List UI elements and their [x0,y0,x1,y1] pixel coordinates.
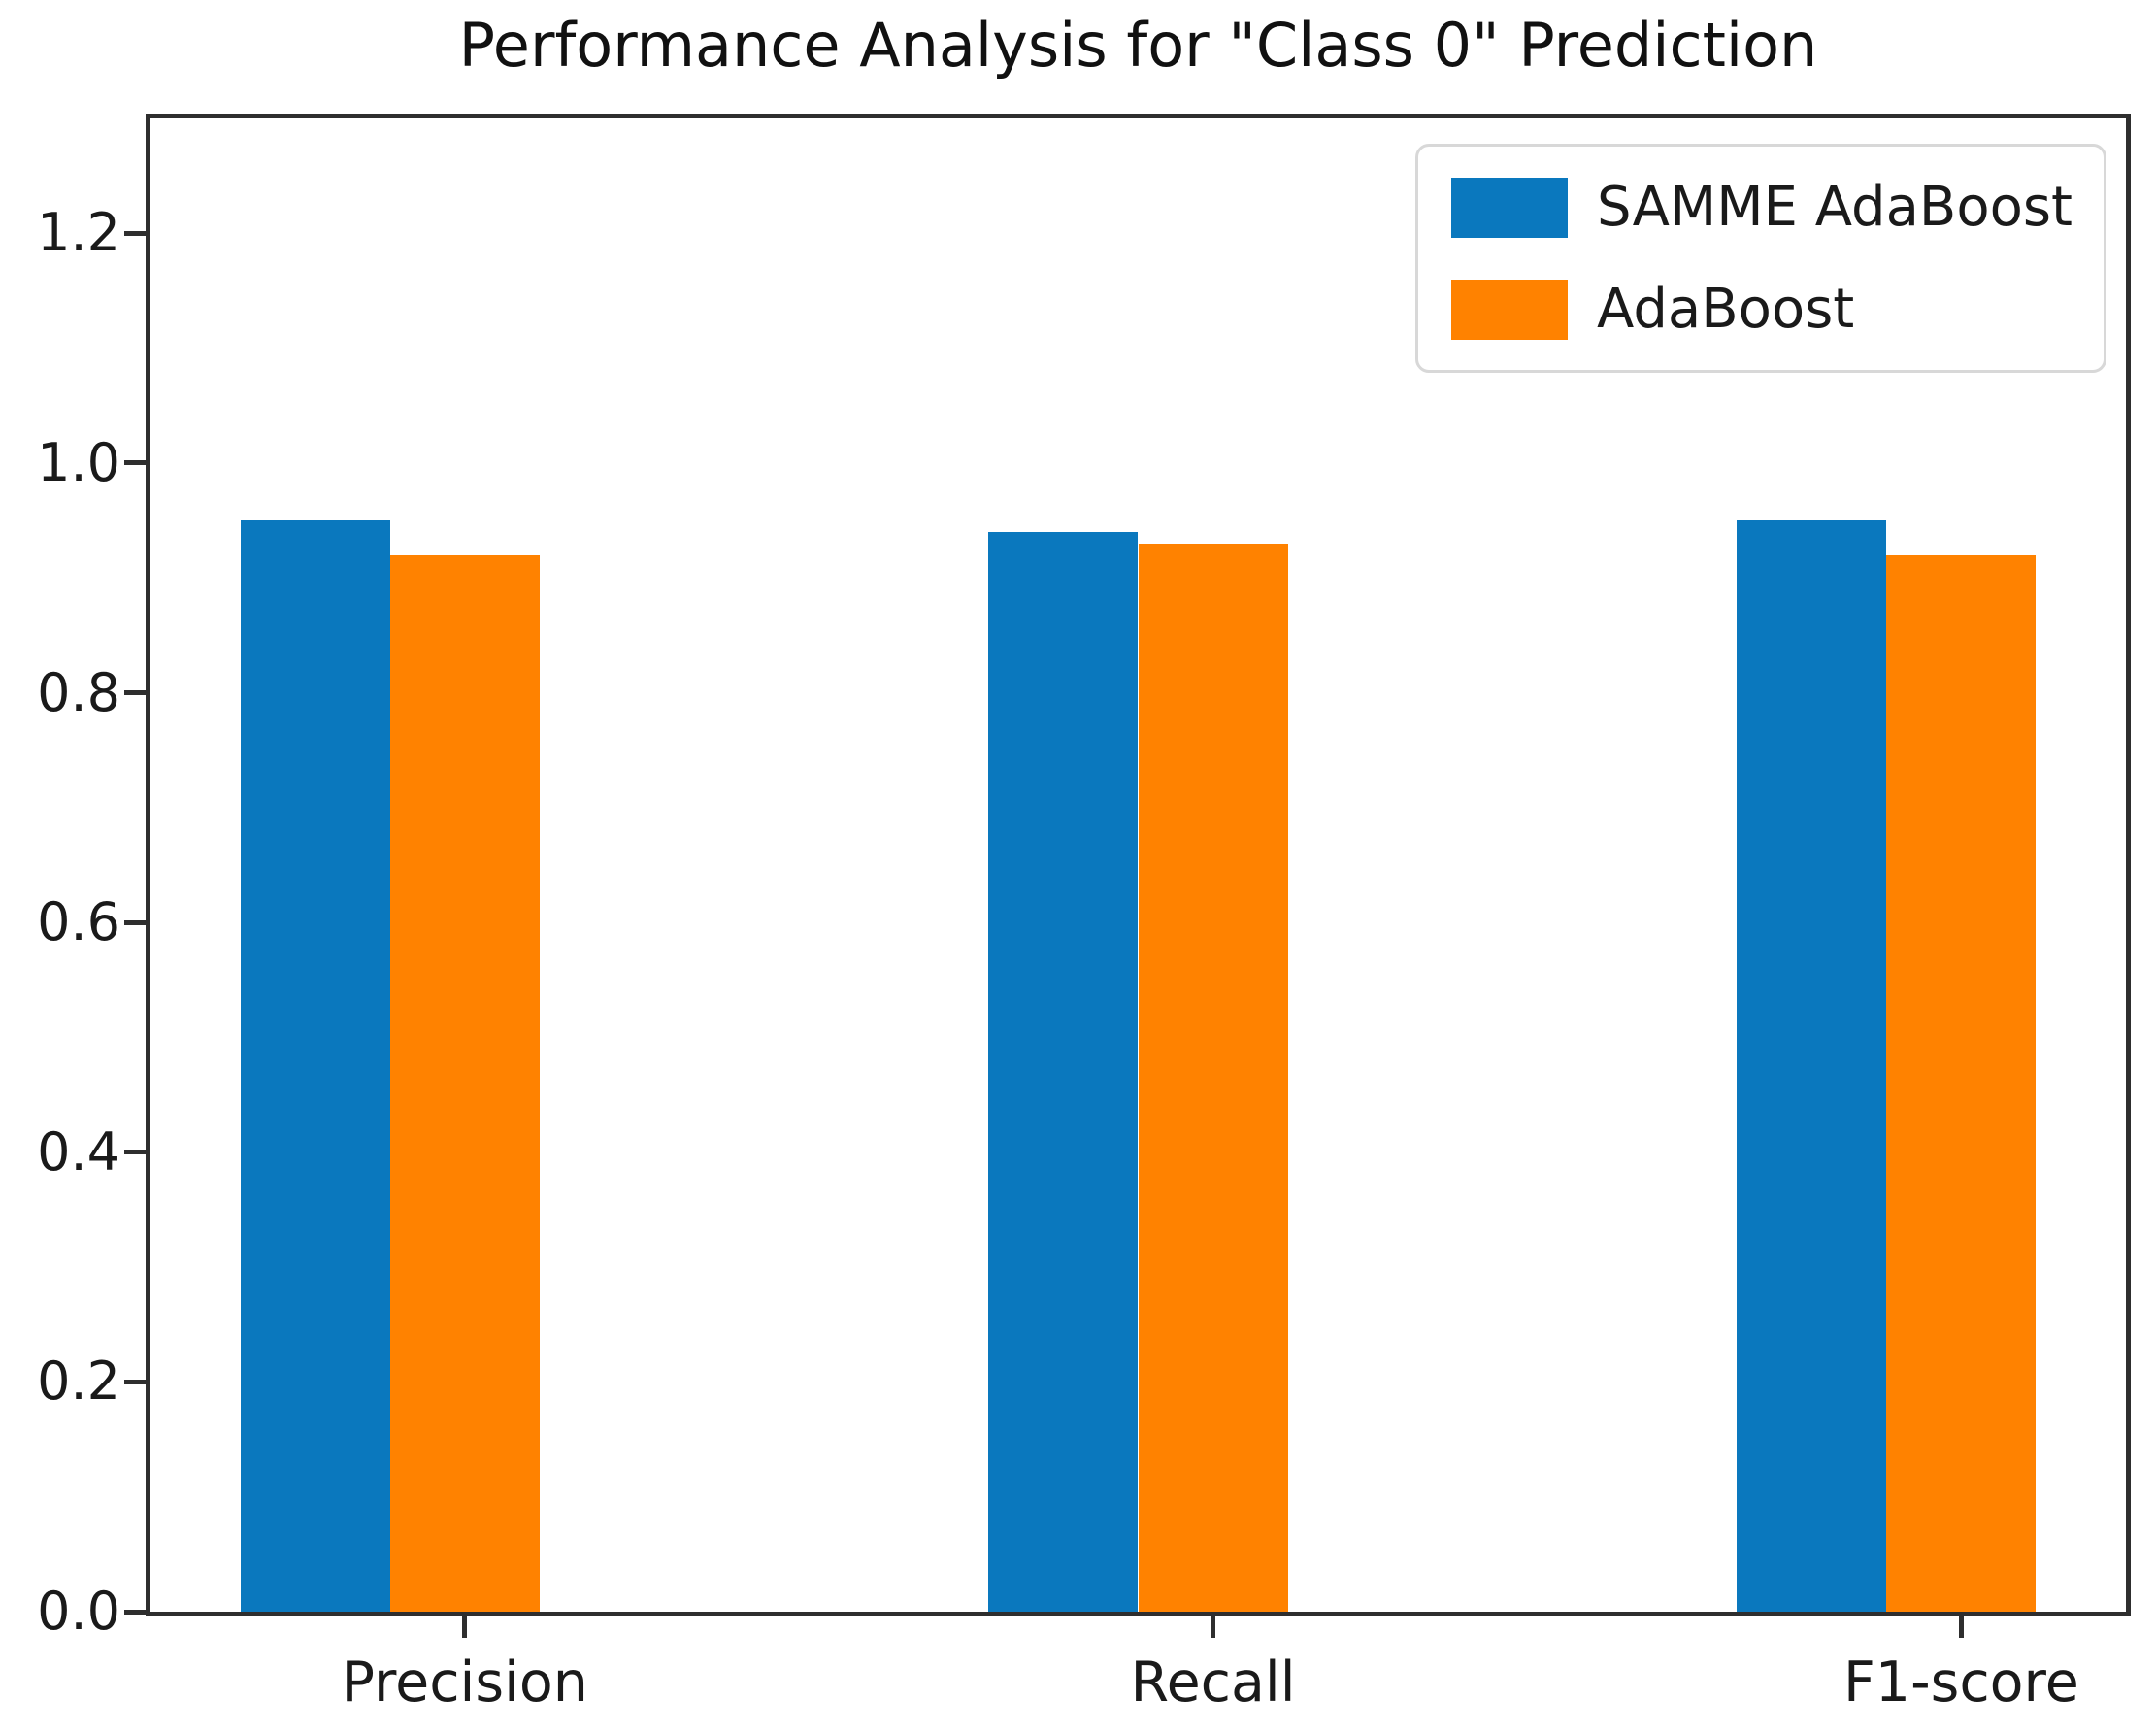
ytick-label-0.0: 0.0 [37,1581,120,1642]
bar-adaboost-f1-score [1886,554,2037,1612]
bar-samme-adaboost-recall [988,531,1139,1612]
ytick-mark-0.8 [124,690,146,696]
ytick-mark-1.2 [124,230,146,236]
legend-swatch-adaboost [1451,279,1568,340]
xtick-mark-recall [1211,1616,1216,1638]
bar-samme-adaboost-f1-score [1737,520,1887,1612]
legend-entry-samme-adaboost: SAMME AdaBoost [1451,176,2073,239]
xtick-label-f1-score: F1-score [1843,1650,2079,1715]
bar-samme-adaboost-precision [240,520,390,1612]
ytick-label-0.4: 0.4 [37,1120,120,1183]
xtick-mark-f1-score [1958,1616,1964,1638]
legend: SAMME AdaBoost AdaBoost [1415,144,2106,373]
ytick-label-0.6: 0.6 [37,891,120,953]
ytick-mark-0.4 [124,1150,146,1155]
ytick-mark-1.0 [124,460,146,466]
ytick-label-0.2: 0.2 [37,1350,120,1413]
xtick-label-recall: Recall [1130,1650,1296,1715]
ytick-label-0.8: 0.8 [37,661,120,723]
legend-entry-adaboost: AdaBoost [1451,278,2071,341]
ytick-label-1.0: 1.0 [37,431,120,493]
legend-label-samme-adaboost: SAMME AdaBoost [1597,176,2073,239]
xtick-mark-precision [462,1616,468,1638]
ytick-mark-0.2 [124,1379,146,1384]
chart-title: Performance Analysis for "Class 0" Predi… [458,10,1818,81]
ytick-label-1.2: 1.2 [37,202,120,264]
ytick-mark-0.6 [124,919,146,925]
xtick-label-precision: Precision [341,1650,588,1715]
bar-adaboost-precision [389,554,540,1612]
bar-adaboost-recall [1138,543,1288,1612]
ytick-mark-0.0 [124,1609,146,1615]
legend-label-adaboost: AdaBoost [1597,278,1855,341]
legend-swatch-samme-adaboost [1451,177,1568,238]
